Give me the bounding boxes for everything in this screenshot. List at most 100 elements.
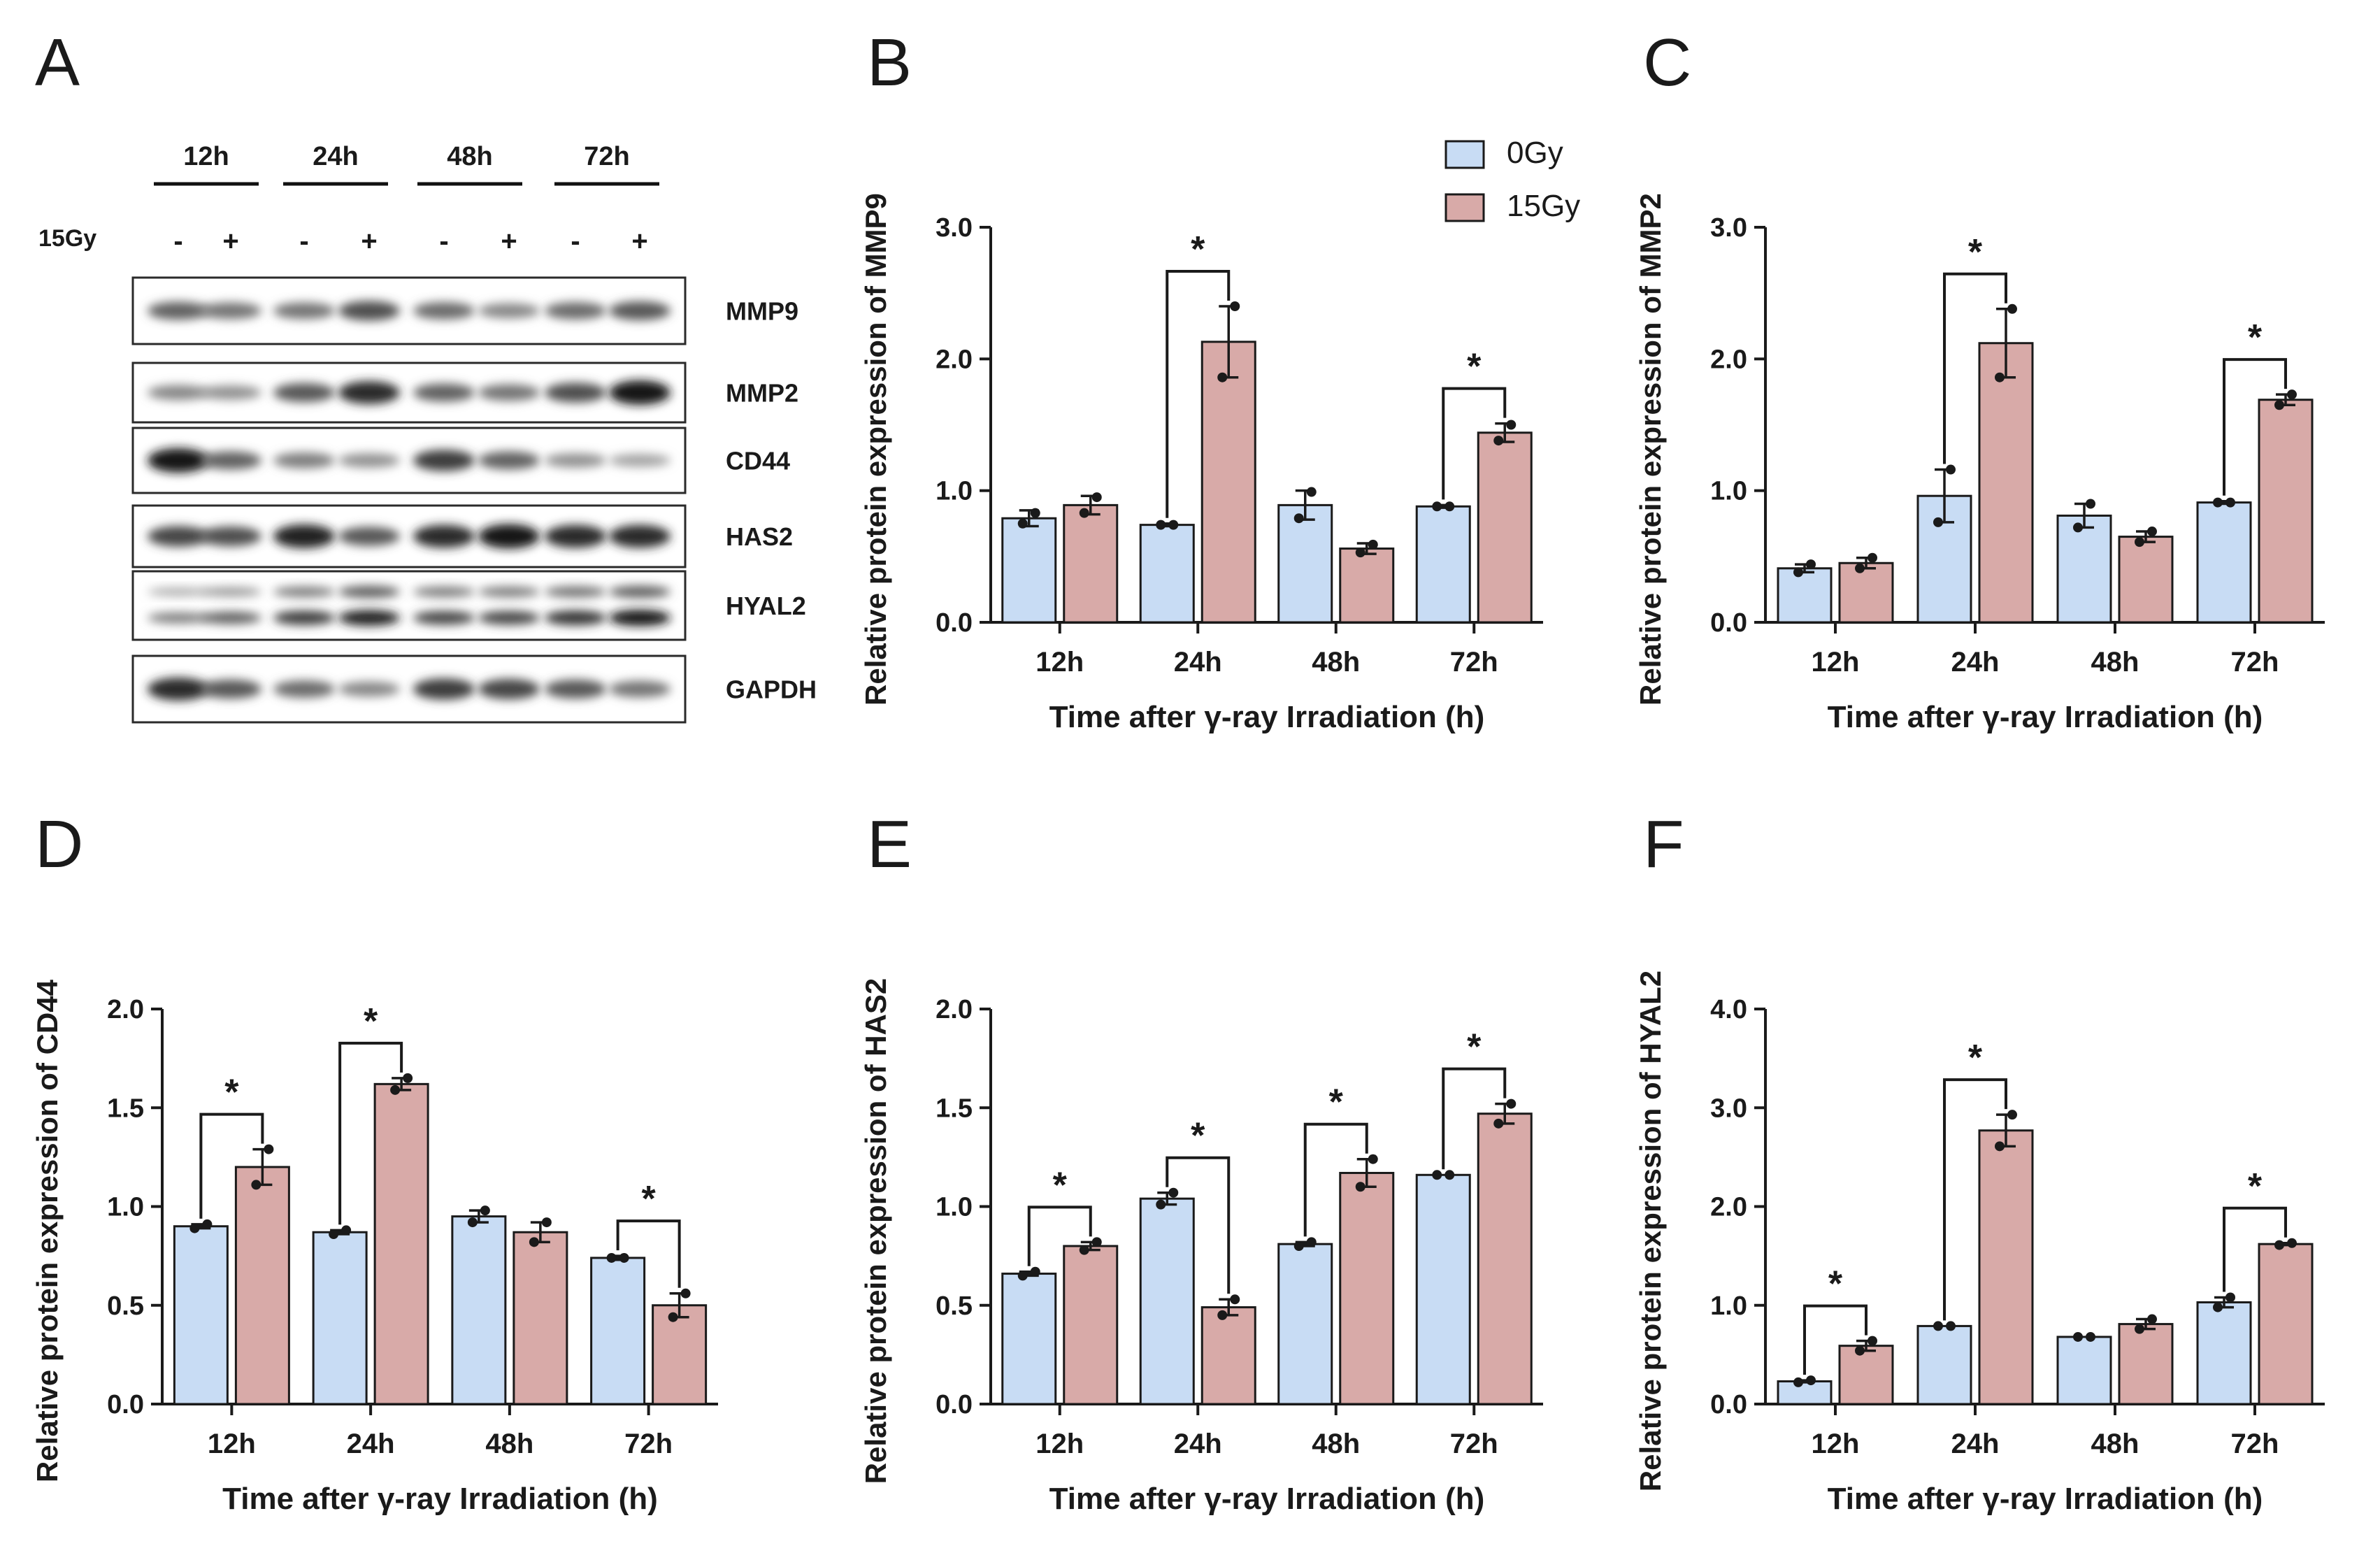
blot-band xyxy=(338,610,400,626)
blot-band xyxy=(609,585,671,599)
blot-frame xyxy=(131,570,687,641)
data-point xyxy=(2274,1240,2284,1250)
data-point xyxy=(1855,563,1865,573)
data-point xyxy=(390,1085,401,1095)
blot-band xyxy=(338,527,400,546)
blot-band xyxy=(609,524,671,548)
y-tick-label: 1.0 xyxy=(1710,477,1747,506)
blot-band xyxy=(200,679,261,699)
bar-15gy-48h xyxy=(1339,547,1395,624)
bar-15gy-12h xyxy=(1838,561,1894,624)
bar-0gy-72h xyxy=(2196,501,2252,624)
significance-label: * xyxy=(1053,1165,1068,1205)
data-point xyxy=(403,1073,413,1083)
blot-band xyxy=(338,381,400,404)
blot-band xyxy=(200,385,261,400)
blot-band xyxy=(148,448,209,473)
data-point xyxy=(1445,1170,1455,1180)
data-point xyxy=(2274,400,2284,410)
data-point xyxy=(2225,497,2235,508)
data-point xyxy=(2007,303,2017,314)
significance-bracket xyxy=(1943,1078,2007,1321)
blot-band xyxy=(148,385,209,401)
blot-band xyxy=(413,383,475,402)
significance-label: * xyxy=(642,1179,657,1219)
data-point xyxy=(1933,1321,1943,1331)
blot-band xyxy=(609,301,671,321)
panel-letter: D xyxy=(35,807,83,882)
data-point xyxy=(1230,1294,1240,1305)
panel-letter: B xyxy=(867,25,912,100)
blot-band xyxy=(148,678,209,701)
significance-bracket xyxy=(199,1112,264,1219)
y-axis-label: Relative protein expression of MMP9 xyxy=(859,193,892,706)
x-tick-label: 72h xyxy=(2231,647,2279,678)
blot-band xyxy=(478,678,540,700)
data-point xyxy=(1493,1118,1504,1129)
data-point xyxy=(1168,1187,1179,1198)
data-point xyxy=(480,1205,490,1216)
significance-label: * xyxy=(1191,229,1205,270)
blot-time-label: 48h xyxy=(447,142,492,171)
bar-15gy-48h xyxy=(2118,536,2174,624)
data-point xyxy=(2213,497,2223,508)
blot-band xyxy=(273,302,335,320)
blot-band xyxy=(478,303,540,319)
blot-band xyxy=(545,382,606,403)
y-tick-label: 0.0 xyxy=(935,608,973,638)
significance-bracket xyxy=(1166,270,1231,518)
data-point xyxy=(1368,539,1378,550)
data-point xyxy=(1293,1241,1304,1251)
y-tick-label: 2.0 xyxy=(107,995,144,1024)
blot-lane-sign: + xyxy=(222,226,238,257)
x-tick-label: 48h xyxy=(1312,1429,1360,1459)
data-point xyxy=(1306,487,1317,497)
bar-0gy-12h xyxy=(1001,517,1057,624)
y-axis-label: Relative protein expression of MMP2 xyxy=(1634,193,1667,706)
blot-band xyxy=(273,382,335,403)
bar-0gy-72h xyxy=(2196,1301,2252,1405)
data-point xyxy=(1493,436,1504,446)
significance-label: * xyxy=(1467,347,1482,387)
blot-band xyxy=(413,450,475,471)
legend-label-0gy: 0Gy xyxy=(1507,136,1563,170)
data-point xyxy=(341,1225,352,1236)
y-tick-label: 0.5 xyxy=(107,1291,144,1321)
data-point xyxy=(680,1288,691,1298)
data-point xyxy=(1091,492,1102,503)
blot-band xyxy=(200,526,261,547)
y-tick-label: 4.0 xyxy=(1710,995,1747,1024)
x-tick-label: 48h xyxy=(2091,1429,2139,1459)
significance-label: * xyxy=(1329,1082,1344,1123)
bar-0gy-48h xyxy=(2056,1336,2112,1405)
blot-band xyxy=(609,454,671,467)
blot-band xyxy=(273,524,335,548)
bar-15gy-24h xyxy=(1200,341,1256,624)
data-point xyxy=(1017,1271,1028,1281)
data-point xyxy=(2007,1110,2017,1120)
x-tick-label: 12h xyxy=(1035,1429,1084,1459)
data-point xyxy=(2147,1314,2157,1324)
data-point xyxy=(2287,389,2297,400)
significance-label: * xyxy=(1467,1027,1482,1068)
blot-lane-sign: - xyxy=(439,226,448,257)
data-point xyxy=(1168,520,1179,530)
y-tick-label: 2.0 xyxy=(935,995,973,1024)
blot-lane-sign: + xyxy=(501,226,517,257)
x-tick-label: 24h xyxy=(1951,647,2000,678)
x-tick-label: 24h xyxy=(1174,647,1222,678)
data-point xyxy=(606,1252,617,1263)
bar-0gy-72h xyxy=(1415,1173,1471,1405)
blot-band xyxy=(148,526,209,547)
significance-bracket xyxy=(616,1219,681,1288)
y-tick-label: 2.0 xyxy=(1710,345,1747,374)
bar-0gy-72h xyxy=(1415,505,1471,624)
data-point xyxy=(467,1217,478,1228)
blot-band xyxy=(413,610,475,625)
data-point xyxy=(1217,1310,1228,1320)
data-point xyxy=(2135,537,2144,547)
significance-label: * xyxy=(1968,232,1983,273)
bar-15gy-72h xyxy=(1477,431,1533,624)
significance-bracket xyxy=(2223,1206,2287,1292)
